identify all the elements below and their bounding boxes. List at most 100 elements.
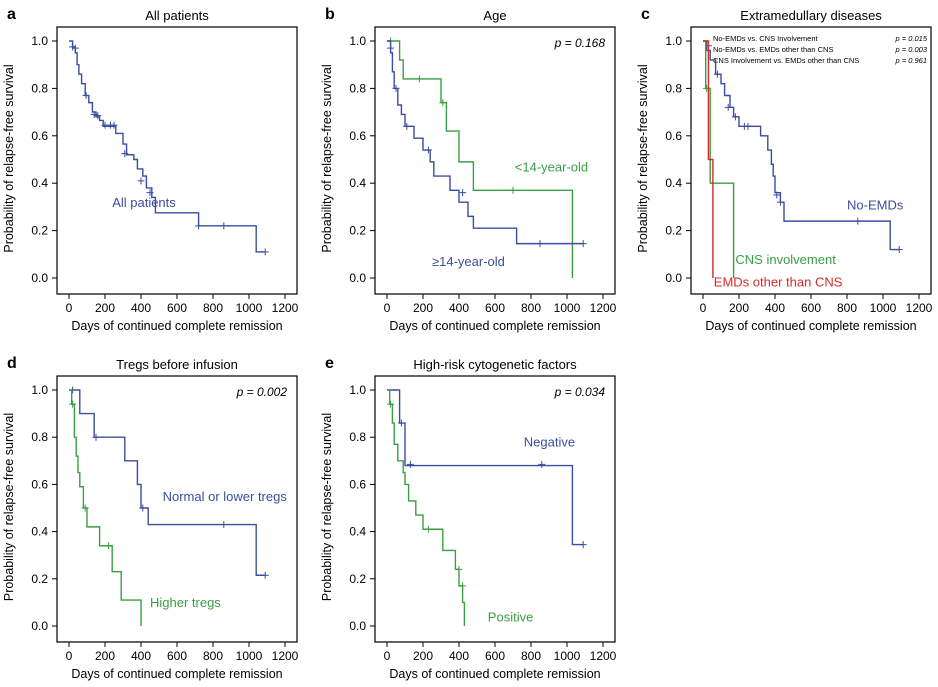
y-tick-label: 0.6	[349, 477, 366, 491]
p-value: p = 0.002	[236, 385, 288, 399]
y-axis-label: Probability of relapse-free survival	[636, 64, 650, 252]
p-value: p = 0.034	[554, 385, 606, 399]
km-curve-all-patients	[69, 40, 266, 253]
x-tick-label: 800	[203, 301, 223, 315]
plot-frame	[374, 375, 616, 643]
censor-mark	[121, 150, 129, 158]
y-tick-label: 0.4	[349, 525, 366, 539]
censor-mark	[110, 121, 118, 129]
censor-mark	[94, 112, 102, 120]
censor-mark	[744, 122, 752, 130]
km-curve-14-year-old	[387, 40, 584, 245]
censor-mark	[82, 92, 90, 100]
p-value: p = 0.168	[554, 36, 606, 50]
panel-title: Tregs before infusion	[116, 357, 238, 372]
km-curve-cns-involvement	[703, 40, 735, 278]
y-tick-label: 0.6	[31, 129, 48, 143]
censor-mark	[854, 217, 862, 225]
y-tick-label: 0.2	[349, 572, 366, 586]
censor-mark	[81, 504, 89, 512]
series-label-14-year-old: <14-year-old	[515, 159, 588, 174]
km-curve-no-emds	[703, 40, 900, 251]
series-label-cns-involvement: CNS involvement	[735, 252, 836, 267]
censor-mark	[536, 240, 544, 248]
x-tick-label: 1200	[590, 649, 617, 663]
censor-mark	[261, 248, 269, 256]
y-tick-label: 0.6	[31, 477, 48, 491]
series-label-no-emds: No-EMDs	[847, 197, 904, 212]
censor-mark	[146, 189, 154, 197]
censor-mark	[455, 565, 463, 573]
y-axis-label: Probability of relapse-free survival	[320, 64, 334, 252]
km-curve-negative	[387, 389, 584, 546]
x-tick-label: 200	[95, 301, 115, 315]
y-tick-label: 0.0	[31, 619, 48, 633]
panel-letter: a	[7, 6, 16, 23]
censor-mark	[776, 198, 784, 206]
series-label-positive: Positive	[488, 609, 534, 624]
x-tick-label: 1000	[554, 649, 581, 663]
censor-mark	[424, 146, 432, 154]
x-tick-label: 1000	[554, 301, 581, 315]
panel-d: d Tregs before infusion 0 200 400 600 800 1000 1…	[2, 355, 299, 681]
km-curve-14-year-old	[387, 40, 574, 278]
y-tick-label: 1.0	[665, 34, 682, 48]
panel-letter: b	[325, 6, 335, 23]
x-tick-label: 0	[384, 301, 391, 315]
y-tick-label: 0.0	[665, 271, 682, 285]
censor-mark	[538, 460, 546, 468]
x-axis-label: Days of continued complete remission	[705, 319, 916, 333]
censor-mark	[459, 189, 467, 197]
y-axis-label: Probability of relapse-free survival	[320, 413, 334, 601]
censor-mark	[105, 542, 113, 550]
y-tick-label: 1.0	[31, 383, 48, 397]
y-tick-label: 0.8	[31, 430, 48, 444]
censor-mark	[220, 521, 228, 529]
censor-mark	[403, 122, 411, 130]
censor-mark	[137, 177, 145, 185]
y-tick-label: 0.8	[665, 81, 682, 95]
x-tick-label: 200	[413, 301, 433, 315]
y-tick-label: 0.2	[31, 224, 48, 238]
x-tick-label: 1200	[590, 301, 617, 315]
panel-title: Extramedullary diseases	[740, 8, 882, 23]
comparison-label: No-EMDs vs. CNS Involvement	[713, 34, 819, 43]
comparison-p-value: p = 0.015	[895, 34, 928, 43]
y-tick-label: 0.8	[31, 81, 48, 95]
x-axis-label: Days of continued complete remission	[71, 667, 282, 681]
x-tick-label: 400	[449, 301, 469, 315]
y-tick-label: 0.4	[665, 176, 682, 190]
x-tick-label: 800	[837, 301, 857, 315]
y-tick-label: 0.4	[349, 176, 366, 190]
censor-mark	[92, 433, 100, 441]
km-curve-higher-tregs	[69, 389, 142, 626]
x-tick-label: 400	[449, 649, 469, 663]
y-tick-label: 0.0	[349, 271, 366, 285]
y-tick-label: 0.4	[31, 176, 48, 190]
censor-mark	[397, 419, 405, 427]
km-curve-normal-or-lower-tregs	[69, 389, 266, 576]
plot-frame	[56, 26, 298, 295]
censor-mark	[387, 44, 395, 52]
x-tick-label: 800	[521, 649, 541, 663]
series-label-14-year-old: ≥14-year-old	[432, 254, 505, 269]
x-tick-label: 0	[700, 301, 707, 315]
x-tick-label: 200	[413, 649, 433, 663]
panel-title: All patients	[145, 8, 209, 23]
panel-e: e High-risk cytogenetic factors 0 200 400 600…	[320, 355, 617, 681]
censor-mark	[261, 571, 269, 579]
km-curve-emds-other-than-cns	[703, 40, 714, 278]
y-tick-label: 0.8	[349, 81, 366, 95]
y-tick-label: 0.2	[665, 224, 682, 238]
y-tick-label: 1.0	[349, 383, 366, 397]
x-tick-label: 1000	[236, 649, 263, 663]
x-tick-label: 0	[384, 649, 391, 663]
censor-mark	[387, 400, 395, 408]
x-tick-label: 1000	[870, 301, 897, 315]
censor-mark	[579, 541, 587, 549]
panel-title: High-risk cytogenetic factors	[413, 357, 577, 372]
x-tick-label: 800	[203, 649, 223, 663]
x-tick-label: 600	[485, 301, 505, 315]
x-axis-label: Days of continued complete remission	[71, 319, 282, 333]
x-tick-label: 800	[521, 301, 541, 315]
